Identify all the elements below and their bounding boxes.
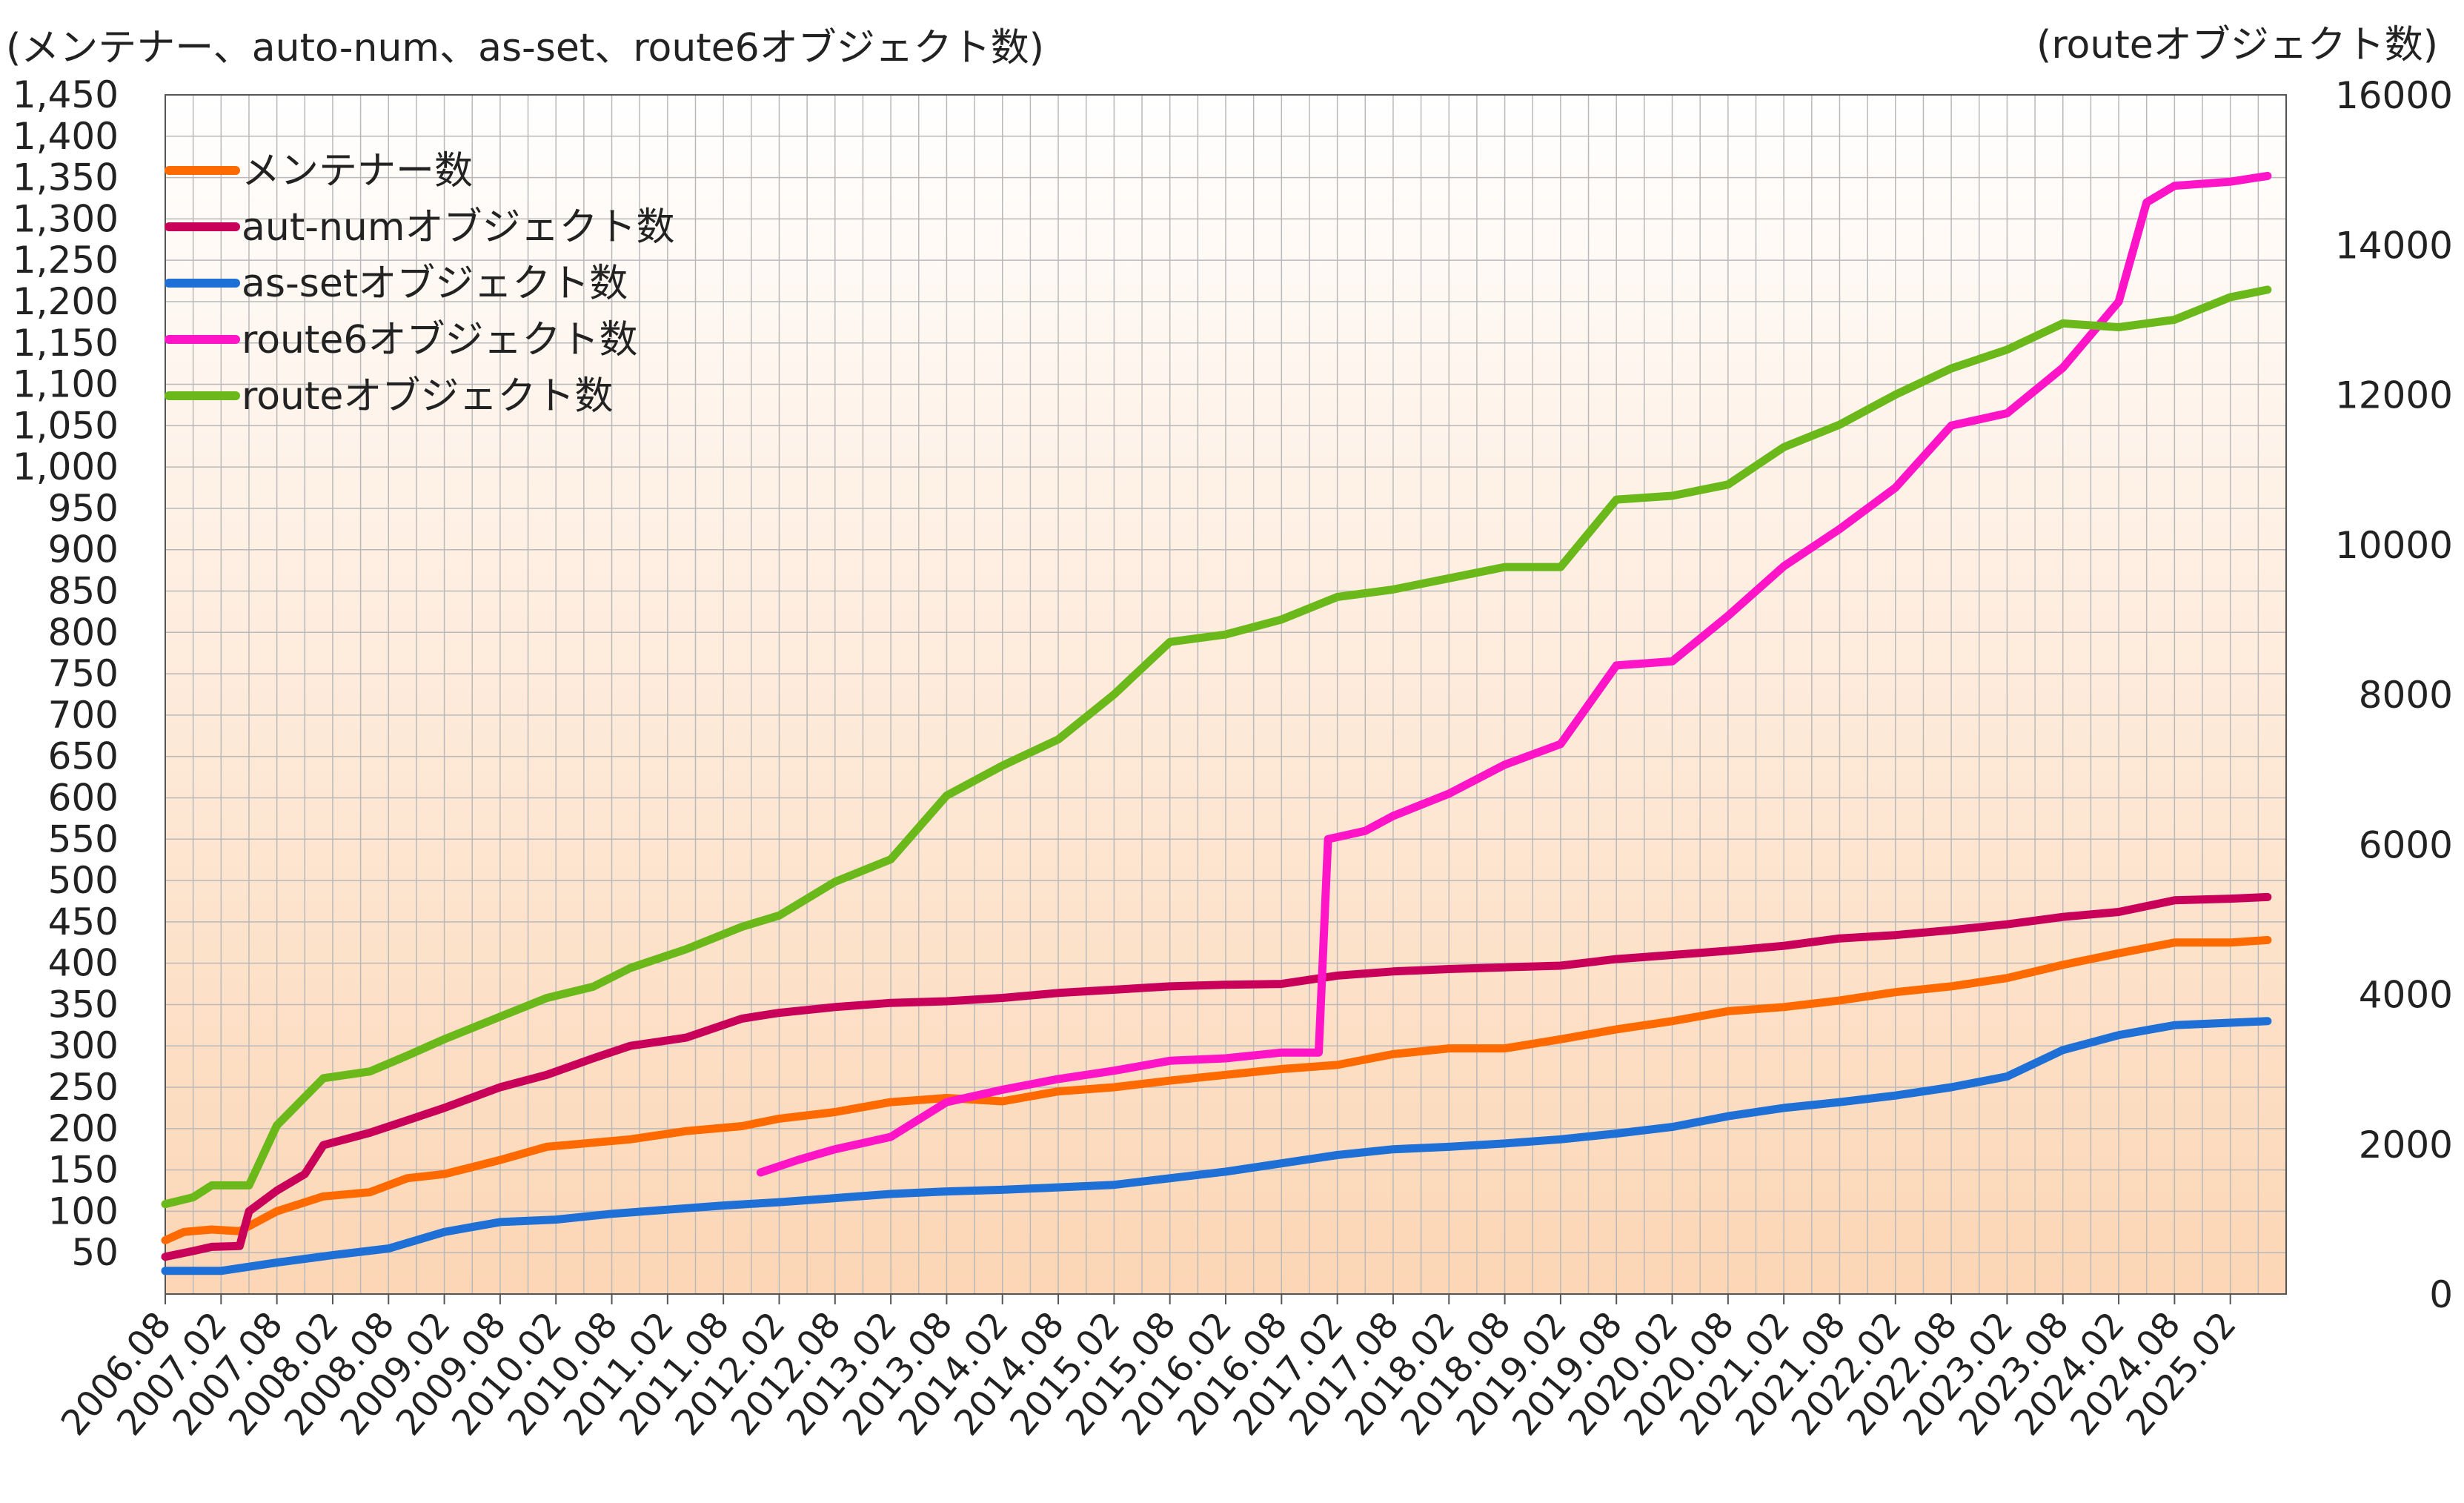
left-axis-title: (メンテナー、auto-num、as-set、route6オブジェクト数): [6, 26, 1044, 70]
left-tick-label: 1,000: [13, 445, 119, 488]
legend: メンテナー数 aut-numオブジェクト数 as-setオブジェクト数 route6オ…: [165, 149, 675, 419]
left-tick-label: 1,150: [13, 322, 119, 365]
legend-label: aut-numオブジェクト数: [242, 205, 675, 250]
left-tick-label: 600: [48, 776, 119, 819]
x-axis-ticks: 2006.082007.022007.082008.022008.082009.…: [53, 1294, 2245, 1444]
left-tick-label: 1,350: [13, 156, 119, 199]
left-tick-label: 450: [48, 900, 119, 943]
right-tick-label: 16000: [2335, 74, 2453, 117]
right-tick-label: 0: [2429, 1273, 2453, 1316]
left-tick-label: 550: [48, 817, 119, 860]
right-tick-label: 14000: [2335, 224, 2453, 267]
series-line: [161, 285, 2272, 1209]
right-axis-ticks: 0 2000 4000 6000 8000 10000 12000 14000 16000: [2335, 74, 2453, 1316]
legend-label: as-setオブジェクト数: [242, 262, 628, 306]
left-tick-label: 200: [48, 1107, 119, 1150]
left-tick-label: 1,250: [13, 239, 119, 282]
left-tick-label: 250: [48, 1066, 119, 1109]
series-line: [161, 1017, 2272, 1275]
left-tick-label: 100: [48, 1190, 119, 1232]
series-line: [756, 171, 2272, 1177]
right-tick-label: 10000: [2335, 524, 2453, 567]
legend-label: routeオブジェクト数: [242, 374, 613, 419]
left-tick-label: 900: [48, 528, 119, 571]
right-tick-label: 6000: [2359, 823, 2453, 866]
left-tick-label: 400: [48, 942, 119, 985]
series-line: [161, 935, 2272, 1244]
right-tick-label: 8000: [2359, 674, 2453, 717]
right-tick-label: 12000: [2335, 374, 2453, 417]
left-tick-label: 850: [48, 570, 119, 613]
left-tick-label: 1,200: [13, 280, 119, 323]
left-tick-label: 1,300: [13, 197, 119, 240]
left-tick-label: 1,450: [13, 73, 119, 116]
right-tick-label: 2000: [2359, 1124, 2453, 1167]
left-tick-label: 800: [48, 611, 119, 654]
left-tick-label: 300: [48, 1024, 119, 1067]
left-tick-label: 350: [48, 983, 119, 1026]
left-tick-label: 150: [48, 1149, 119, 1192]
gridlines: [165, 94, 2287, 1294]
legend-label: メンテナー数: [242, 149, 473, 193]
series-lines: [161, 171, 2272, 1275]
left-tick-label: 1,100: [13, 363, 119, 406]
left-axis-ticks: 5010015020025030035040045050055060065070…: [13, 73, 119, 1274]
left-tick-label: 1,400: [13, 115, 119, 158]
left-tick-label: 1,050: [13, 404, 119, 447]
left-tick-label: 50: [71, 1231, 119, 1274]
legend-label: route6オブジェクト数: [242, 318, 637, 362]
left-tick-label: 700: [48, 694, 119, 737]
right-tick-label: 4000: [2359, 974, 2453, 1017]
left-tick-label: 650: [48, 735, 119, 778]
right-axis-title: (routeオブジェクト数): [2036, 23, 2438, 67]
left-tick-label: 500: [48, 859, 119, 902]
series-line: [161, 892, 2272, 1261]
left-tick-label: 750: [48, 652, 119, 695]
left-tick-label: 950: [48, 487, 119, 530]
